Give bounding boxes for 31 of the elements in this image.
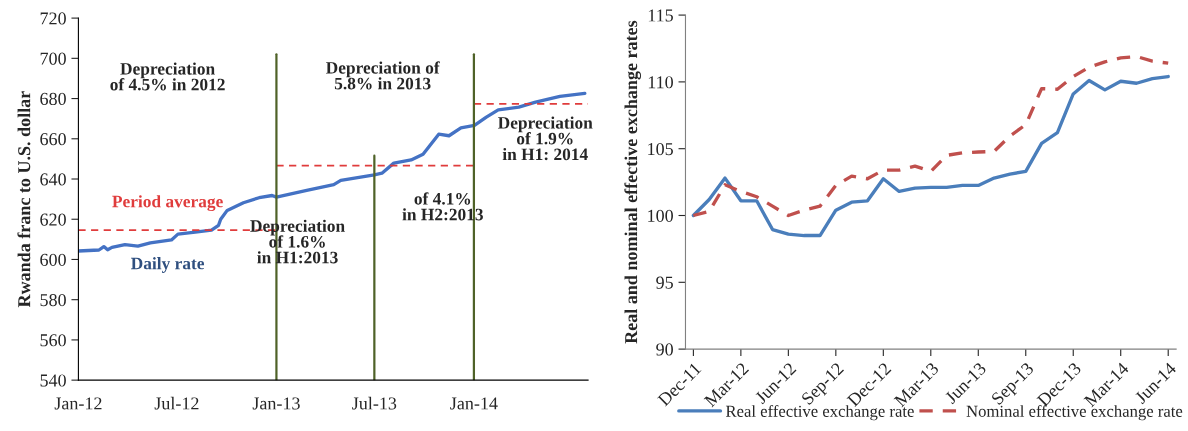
series-label: Period average: [112, 195, 223, 212]
y-axis-title: Rwanda franc to U.S. dollar: [17, 91, 31, 308]
annotation: Depreciation of 4.5% in 2012: [110, 62, 225, 91]
y-tick-label: 560: [40, 334, 66, 347]
x-tick-label: Jul-13: [352, 396, 397, 410]
y-tick-label: 640: [40, 173, 66, 186]
y-tick-label: 110: [648, 76, 673, 89]
y-tick-label: 700: [40, 52, 66, 65]
y-tick-label: 540: [40, 374, 66, 387]
y-tick-label: 100: [648, 209, 673, 222]
y-tick-label: 620: [40, 213, 66, 226]
y-tick-label: 95: [656, 276, 673, 289]
y-tick-label: 580: [40, 293, 66, 307]
annotation: Depreciation of 5.8% in 2013: [326, 61, 440, 90]
y-tick-label: 720: [40, 12, 66, 25]
series-label: Daily rate: [131, 257, 205, 273]
y-tick-label: 115: [648, 9, 673, 22]
y-tick-label: 600: [40, 253, 66, 266]
line-series: [691, 54, 1170, 218]
legend-label: Nominal effective exchange rate: [966, 404, 1183, 421]
x-tick-label: Jan-14: [450, 397, 498, 410]
y-tick-label: 105: [648, 142, 673, 156]
x-tick-label: Jan-13: [252, 397, 300, 410]
y-tick-label: 660: [40, 133, 66, 146]
y-axis-title: Real and nominal effective exchange rates: [624, 20, 642, 344]
x-tick-label: Jan-12: [54, 397, 102, 410]
y-tick-label: 90: [656, 343, 673, 356]
y-tick-label: 680: [40, 92, 66, 105]
line-series: [691, 74, 1170, 238]
annotation: Depreciation of 1.9% in H1: 2014: [497, 116, 593, 161]
x-tick-label: Jul-12: [154, 396, 199, 410]
